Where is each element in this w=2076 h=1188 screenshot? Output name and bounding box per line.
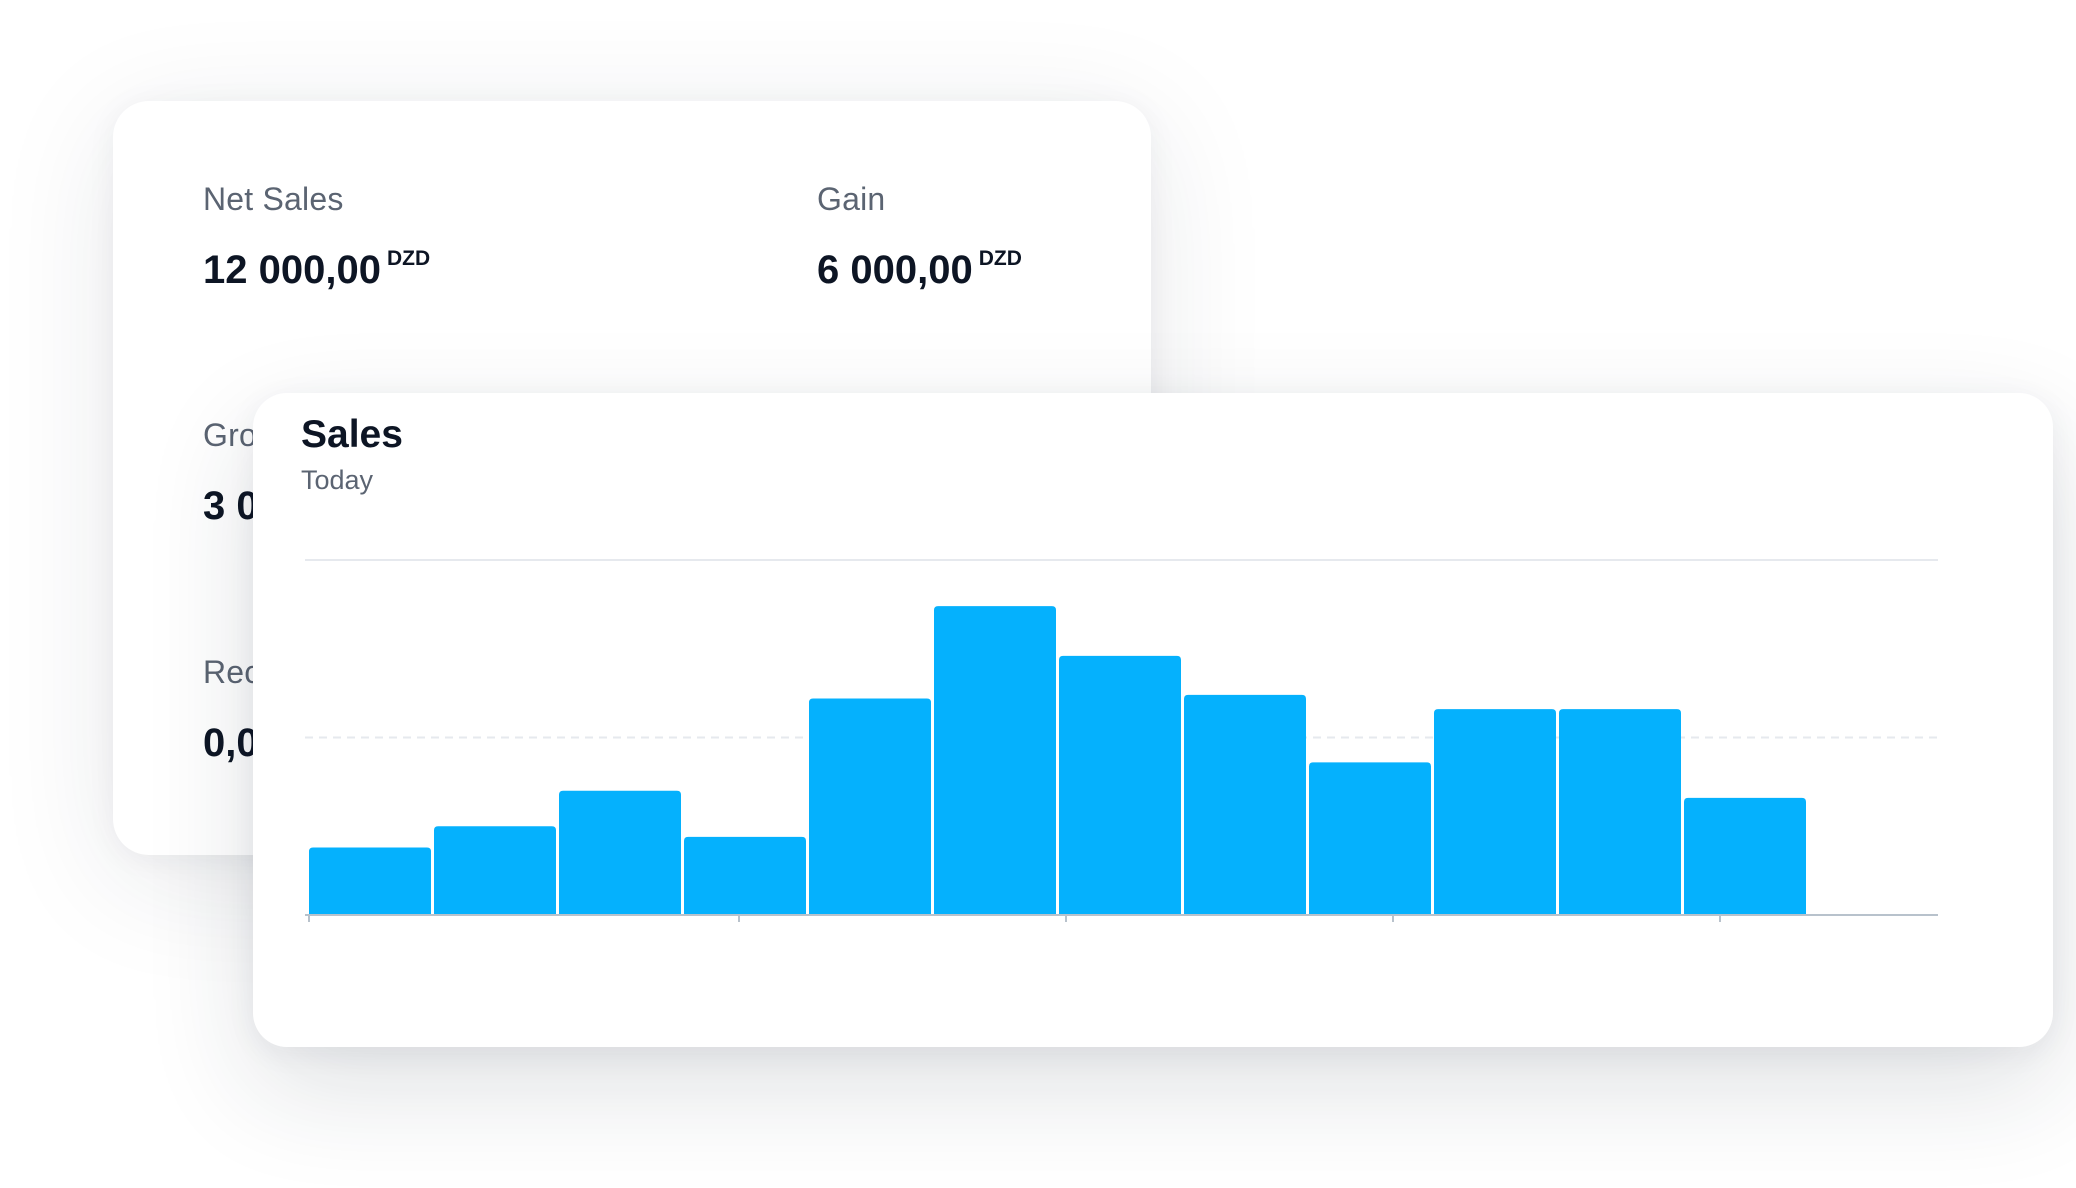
stat-value: 12 000,00 DZD: [203, 247, 431, 293]
chart-bar: [1059, 655, 1181, 915]
chart-subtitle: Today: [301, 465, 374, 495]
chart-bar: [684, 836, 806, 915]
chart-bar: [434, 826, 556, 915]
stat-amount: 0,0: [203, 721, 259, 765]
stat-unit: DZD: [386, 247, 431, 270]
stat-value: 6 000,00 DZD: [817, 247, 1022, 293]
stat-value: 0,0: [203, 721, 265, 766]
chart-bar: [1559, 709, 1681, 915]
stat-label: Net Sales: [203, 181, 344, 217]
chart-bar: [559, 790, 681, 915]
stat-value: 3 0: [203, 484, 265, 529]
chart-bar: [809, 698, 931, 915]
stat-amount: 6 000,00: [817, 248, 973, 292]
chart-bar: [934, 606, 1056, 915]
chart-bar: [1184, 694, 1306, 915]
chart-bar: [1434, 709, 1556, 915]
sales-bar-chart: [305, 559, 1938, 922]
stat-gross: Gro 3 0: [203, 417, 265, 529]
stat-amount: 3 0: [203, 484, 259, 528]
chart-bar: [309, 847, 431, 915]
chart-title: Sales: [301, 413, 403, 456]
stat-received: Rec 0,0: [203, 654, 265, 766]
stat-net-sales: Net Sales 12 000,00 DZD: [203, 181, 430, 293]
stat-amount: 12 000,00: [203, 248, 381, 292]
stat-label: Gain: [817, 181, 886, 217]
chart-bar: [1684, 797, 1806, 915]
stat-gain: Gain 6 000,00 DZD: [817, 181, 1022, 293]
stat-label: Rec: [203, 654, 261, 690]
sales-chart-card: Sales Today: [253, 393, 2053, 1047]
stat-label: Gro: [203, 417, 257, 453]
stat-unit: DZD: [978, 247, 1022, 270]
chart-bar: [1309, 762, 1431, 915]
